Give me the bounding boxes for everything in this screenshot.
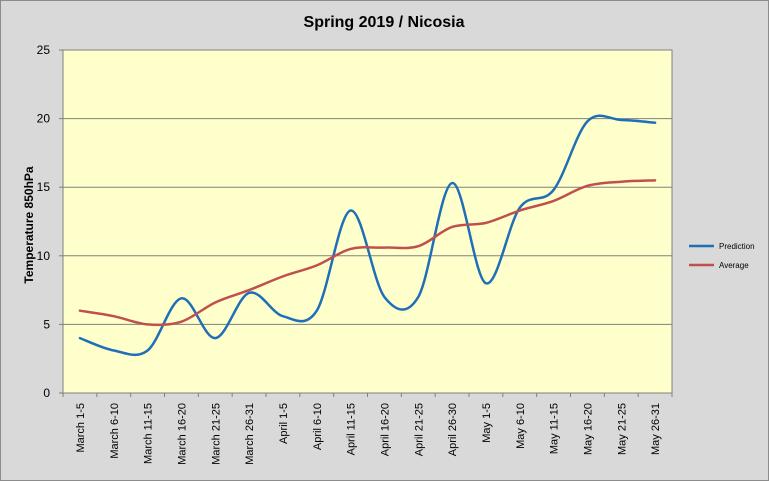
x-tick-label: May 1-5	[481, 403, 493, 443]
y-tick-label: 0	[43, 386, 50, 400]
series-line-average	[78, 179, 657, 327]
x-tick-label: March 11-15	[143, 403, 155, 464]
y-tick-label: 25	[37, 43, 51, 57]
x-tick-label: March 21-25	[210, 403, 222, 465]
x-tick-label: March 6-10	[109, 403, 121, 459]
x-tick-label: April 6-10	[312, 403, 324, 450]
x-tick-label: April 16-20	[379, 403, 391, 456]
legend-label-prediction: Prediction	[719, 242, 755, 251]
y-tick-label: 20	[37, 112, 51, 126]
x-tick-label: April 26-30	[447, 403, 459, 456]
x-tick-label: May 26-31	[650, 403, 662, 455]
legend-label-average: Average	[719, 261, 749, 270]
x-tick-label: March 16-20	[176, 403, 188, 465]
y-axis-ticks: 0 5 10 15 20 25	[37, 43, 63, 400]
y-tick-label: 5	[43, 317, 50, 331]
x-tick-label: May 11-15	[549, 403, 561, 454]
chart-title: Spring 2019 / Nicosia	[304, 14, 465, 31]
x-tick-label: May 16-20	[582, 403, 594, 455]
x-tick-label: April 1-5	[278, 403, 290, 444]
x-tick-label: March 1-5	[75, 403, 87, 453]
x-tick-label: April 21-25	[413, 403, 425, 456]
x-tick-label: May 21-25	[616, 403, 628, 455]
series-lines	[78, 114, 657, 357]
legend: Prediction Average	[689, 242, 755, 270]
x-tick-label: May 6-10	[515, 403, 527, 449]
plot-area	[62, 49, 673, 394]
y-tick-label: 15	[37, 180, 51, 194]
y-axis-label: Temperature 850hPa	[22, 166, 36, 283]
x-axis-ticks: March 1-5 March 6-10 March 11-15 March 16-2…	[62, 393, 673, 465]
series-line-prediction	[78, 114, 657, 357]
x-tick-label: March 26-31	[244, 403, 256, 465]
x-tick-label: April 11-15	[346, 403, 358, 455]
y-tick-label: 10	[37, 249, 51, 263]
